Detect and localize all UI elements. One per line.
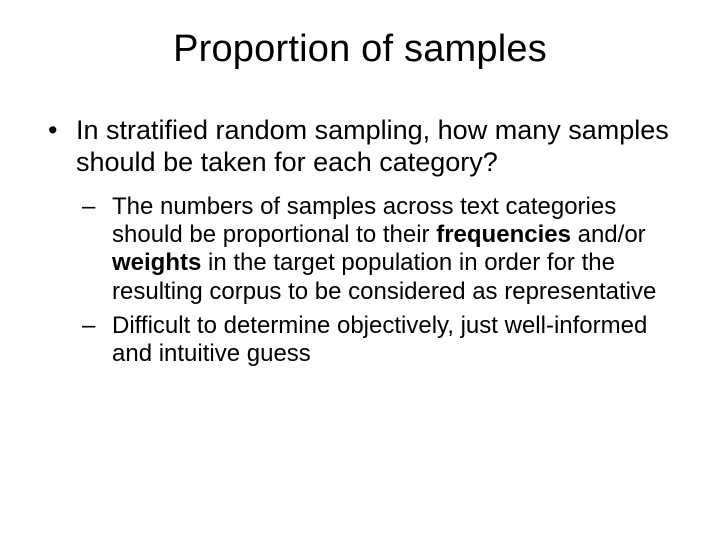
bullet-segment-bold: weights xyxy=(112,249,201,276)
bullet-list-level1: In stratified random sampling, how many … xyxy=(40,115,680,369)
slide-title: Proportion of samples xyxy=(40,28,680,71)
bullet-text: In stratified random sampling, how many … xyxy=(76,115,669,177)
bullet-list-level2: The numbers of samples across text categ… xyxy=(76,193,680,369)
list-item: The numbers of samples across text categ… xyxy=(76,193,680,306)
bullet-segment: Difficult to determine objectively, just… xyxy=(112,312,647,367)
slide: Proportion of samples In stratified rand… xyxy=(0,0,720,540)
bullet-segment: and/or xyxy=(571,221,646,248)
list-item: Difficult to determine objectively, just… xyxy=(76,312,680,369)
list-item: In stratified random sampling, how many … xyxy=(40,115,680,369)
bullet-segment-bold: frequencies xyxy=(436,221,571,248)
